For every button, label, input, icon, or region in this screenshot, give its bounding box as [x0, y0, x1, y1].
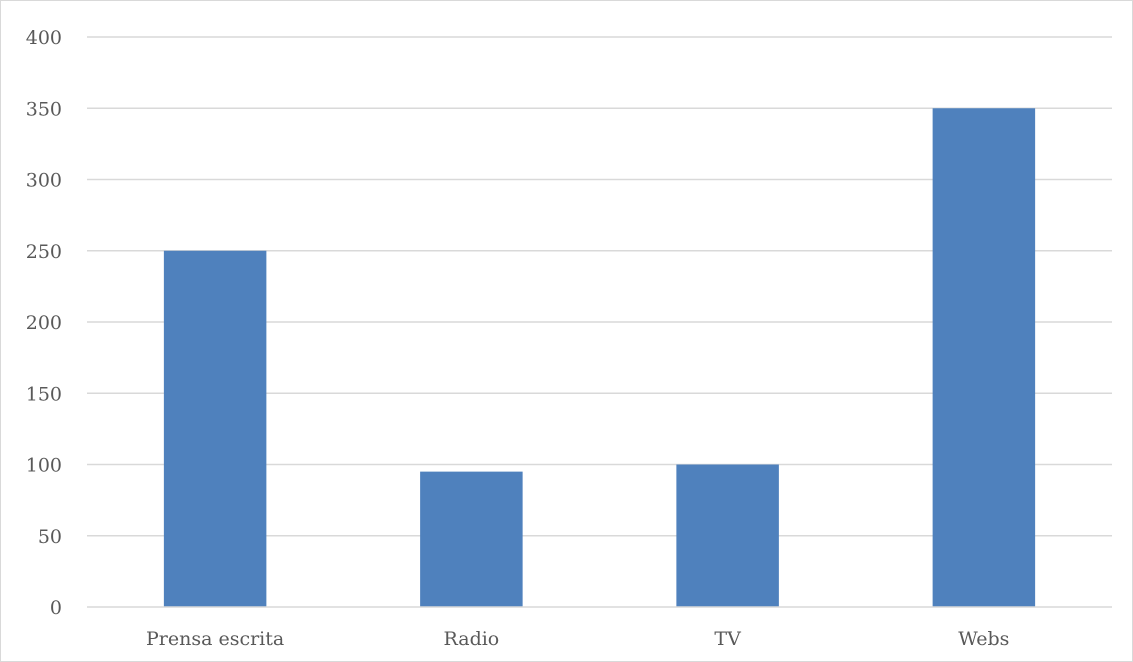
y-tick-label: 150: [26, 383, 62, 405]
x-axis-ticks: Prensa escrita Radio TV Webs: [146, 628, 1009, 650]
y-tick-label: 300: [26, 170, 62, 192]
bars: [163, 108, 1036, 607]
y-tick-label: 350: [26, 98, 62, 120]
y-tick-label: 50: [38, 526, 62, 548]
x-tick-label: Radio: [444, 628, 500, 650]
bar-tv: [676, 464, 779, 607]
y-tick-label: 0: [50, 597, 62, 619]
y-tick-label: 250: [26, 241, 62, 263]
bar-webs: [932, 108, 1036, 607]
x-tick-label: Webs: [958, 628, 1009, 650]
x-tick-label: TV: [714, 628, 741, 650]
y-tick-label: 400: [26, 27, 62, 49]
x-tick-label: Prensa escrita: [146, 628, 284, 650]
y-tick-label: 100: [26, 455, 62, 477]
bar-radio: [420, 471, 523, 607]
y-axis-ticks: 0 50 100 150 200 250 300 350 400: [26, 27, 62, 619]
bar-prensa-escrita: [163, 250, 267, 607]
y-tick-label: 200: [26, 312, 62, 334]
